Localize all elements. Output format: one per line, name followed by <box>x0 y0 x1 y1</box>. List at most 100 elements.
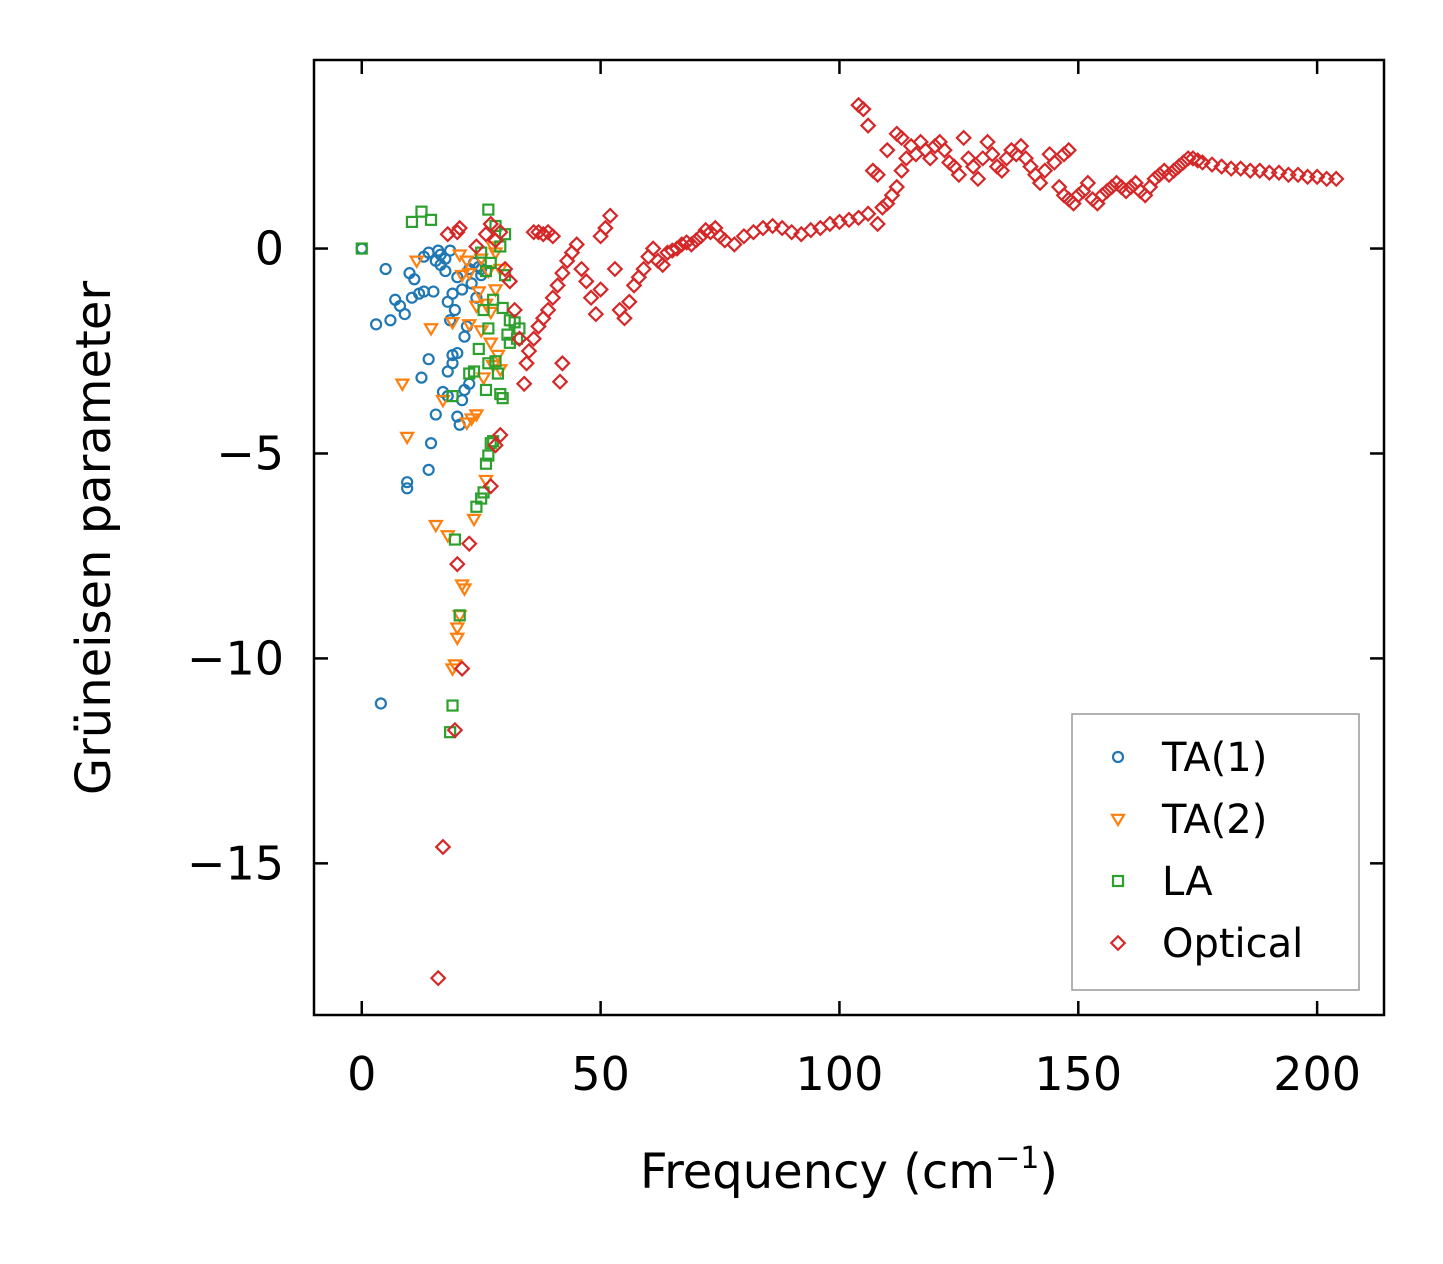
data-point-la <box>482 203 495 216</box>
data-point-optical <box>1117 182 1135 200</box>
data-point-optical <box>644 240 662 257</box>
data-point-optical <box>950 166 968 184</box>
data-point-la <box>477 486 490 499</box>
data-point-optical <box>482 215 500 233</box>
data-point-optical <box>773 219 791 237</box>
data-point-optical <box>597 219 614 237</box>
data-point-optical <box>568 236 586 253</box>
data-point-ta-2 <box>408 255 425 270</box>
data-point-optical <box>1270 164 1288 182</box>
axis-ticks <box>314 60 1384 1015</box>
legend-marker-ta-2 <box>1110 813 1126 828</box>
data-point-optical <box>1160 166 1178 184</box>
data-point-optical <box>460 535 478 552</box>
data-point-la <box>487 293 500 306</box>
data-point-ta-2 <box>461 319 478 333</box>
data-point-optical <box>1093 186 1111 204</box>
data-point-optical <box>446 721 464 739</box>
data-point-optical <box>921 150 939 167</box>
data-point-optical <box>683 236 700 253</box>
data-point-la <box>355 242 368 255</box>
data-point-optical <box>525 330 543 348</box>
data-point-ta-1 <box>427 285 440 298</box>
data-point-optical <box>1308 168 1326 186</box>
x-axis-title: Frequency (cm−1) <box>640 1141 1058 1200</box>
data-point-la <box>482 357 495 370</box>
data-point-optical <box>1194 154 1211 171</box>
data-point-optical <box>955 129 972 147</box>
data-point-la <box>415 205 428 218</box>
data-point-la <box>467 365 481 378</box>
data-point-optical <box>491 426 509 444</box>
data-point-optical <box>1170 158 1187 175</box>
data-point-optical <box>1327 170 1345 188</box>
data-point-optical <box>515 375 533 393</box>
data-point-optical <box>663 242 681 259</box>
data-point-la <box>482 322 495 335</box>
data-point-optical <box>888 178 906 196</box>
data-point-ta-2 <box>466 513 482 528</box>
data-point-optical <box>859 117 877 134</box>
data-point-ta-1 <box>439 264 452 278</box>
data-point-optical <box>525 223 543 241</box>
data-markers <box>355 96 1345 987</box>
data-point-optical <box>554 354 571 372</box>
data-point-optical <box>1046 154 1063 171</box>
data-point-ta-1 <box>446 287 459 300</box>
data-point-optical <box>969 170 987 188</box>
data-point-la <box>496 392 509 405</box>
data-point-la <box>491 367 505 380</box>
data-point-ta-2 <box>473 253 490 267</box>
data-point-ta-1 <box>451 410 464 423</box>
data-point-optical <box>1213 158 1230 175</box>
data-point-la <box>477 303 490 317</box>
data-point-ta-1 <box>369 318 383 331</box>
data-point-optical <box>496 260 514 278</box>
data-point-la <box>405 215 419 228</box>
data-point-optical <box>993 162 1011 179</box>
legend-label-ta-2: TA(2) <box>1161 797 1267 843</box>
data-point-ta-2 <box>473 325 490 339</box>
data-point-ta-2 <box>482 306 499 321</box>
legend-marker-la <box>1111 874 1125 888</box>
data-point-ta-2 <box>456 583 473 597</box>
data-point-la <box>453 609 466 622</box>
data-point-ta-1 <box>384 314 397 327</box>
data-point-optical <box>620 293 638 311</box>
data-point-optical <box>1012 137 1030 155</box>
data-point-ta-1 <box>401 476 414 489</box>
data-point-la <box>484 256 497 269</box>
data-point-optical <box>1098 182 1116 200</box>
data-point-optical <box>893 162 910 179</box>
y-axis-title: Grüneisen parameter <box>66 281 122 796</box>
x-tick-label: 50 <box>571 1047 630 1101</box>
data-point-optical <box>859 205 877 223</box>
data-point-optical <box>654 256 672 274</box>
x-tick-label: 0 <box>347 1047 376 1101</box>
data-point-optical <box>1060 141 1078 159</box>
data-point-optical <box>726 236 743 253</box>
data-point-optical <box>506 301 523 319</box>
data-point-optical <box>601 207 619 225</box>
data-point-optical <box>1036 162 1054 179</box>
data-point-optical <box>1031 174 1049 192</box>
data-point-ta-1 <box>465 277 478 290</box>
data-point-optical <box>549 277 566 294</box>
data-point-optical <box>539 301 557 319</box>
data-point-optical <box>434 838 452 856</box>
data-point-optical <box>491 223 509 241</box>
data-point-optical <box>1165 162 1183 179</box>
data-point-ta-1 <box>398 308 411 321</box>
data-point-optical <box>979 133 996 151</box>
data-point-ta-1 <box>422 463 435 476</box>
data-point-optical <box>668 240 686 257</box>
data-point-optical <box>448 555 466 573</box>
data-point-optical <box>1251 162 1269 179</box>
data-point-optical <box>592 281 609 298</box>
data-point-optical <box>1069 186 1087 204</box>
data-point-optical <box>964 158 982 175</box>
data-point-optical <box>936 141 953 159</box>
data-point-ta-1 <box>408 273 421 286</box>
data-point-la <box>424 213 438 226</box>
